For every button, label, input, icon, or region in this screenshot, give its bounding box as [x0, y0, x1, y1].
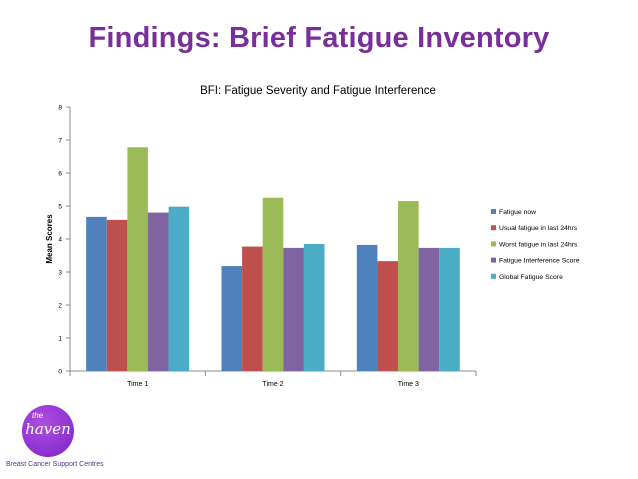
chart-title: BFI: Fatigue Severity and Fatigue Interf…: [200, 85, 436, 97]
bar-fatigue-interference-score-time-1: [147, 212, 169, 371]
bar-usual-fatigue-in-last-24hrs-time-3: [377, 261, 399, 371]
haven-logo: [22, 405, 74, 457]
y-tick-label: 6: [58, 171, 62, 178]
bar-worst-fatigue-in-last-24hrs-time-2: [262, 197, 284, 371]
legend-label: Fatigue Interference Score: [499, 258, 580, 265]
bar-fatigue-now-time-2: [221, 266, 243, 371]
bar-global-fatigue-score-time-3: [439, 247, 460, 371]
bar-fatigue-now-time-3: [356, 244, 378, 371]
slide-title: Findings: Brief Fatigue Inventory: [88, 22, 550, 54]
legend-label: Fatigue now: [499, 209, 536, 216]
legend-swatch: [491, 209, 496, 214]
bar-fatigue-interference-score-time-3: [418, 247, 440, 371]
x-tick-label: Time 2: [262, 381, 283, 388]
bar-global-fatigue-score-time-1: [168, 206, 190, 371]
y-tick-label: 7: [58, 138, 62, 145]
x-tick-label: Time 3: [398, 381, 419, 388]
logo-tagline: Breast Cancer Support Centres: [6, 461, 104, 468]
legend-swatch: [491, 241, 496, 247]
bar-usual-fatigue-in-last-24hrs-time-1: [106, 219, 128, 371]
bar-worst-fatigue-in-last-24hrs-time-3: [398, 201, 419, 371]
legend-label: Worst fatigue in last 24hrs: [499, 241, 578, 248]
y-tick-label: 0: [58, 369, 62, 376]
bar-worst-fatigue-in-last-24hrs-time-1: [127, 147, 148, 371]
y-tick-label: 3: [58, 270, 62, 277]
y-tick-label: 1: [58, 336, 62, 343]
legend-swatch: [491, 273, 496, 279]
y-axis-title: Mean Scores: [45, 214, 54, 264]
x-tick-label: Time 1: [127, 381, 148, 388]
y-tick-label: 4: [58, 237, 62, 244]
legend-swatch: [491, 225, 496, 231]
logo-small-text: the: [32, 411, 44, 420]
bar-fatigue-now-time-1: [86, 216, 107, 371]
y-tick-label: 2: [58, 303, 62, 310]
legend-swatch: [491, 257, 496, 263]
bar-global-fatigue-score-time-2: [303, 243, 325, 371]
y-tick-label: 8: [58, 105, 62, 112]
y-tick-label: 5: [58, 204, 62, 211]
logo-text: haven: [25, 420, 71, 438]
bar-usual-fatigue-in-last-24hrs-time-2: [242, 246, 263, 371]
legend-label: Usual fatigue in last 24hrs: [499, 225, 578, 232]
legend-label: Global Fatigue Score: [499, 274, 563, 281]
bar-fatigue-interference-score-time-2: [283, 247, 304, 371]
